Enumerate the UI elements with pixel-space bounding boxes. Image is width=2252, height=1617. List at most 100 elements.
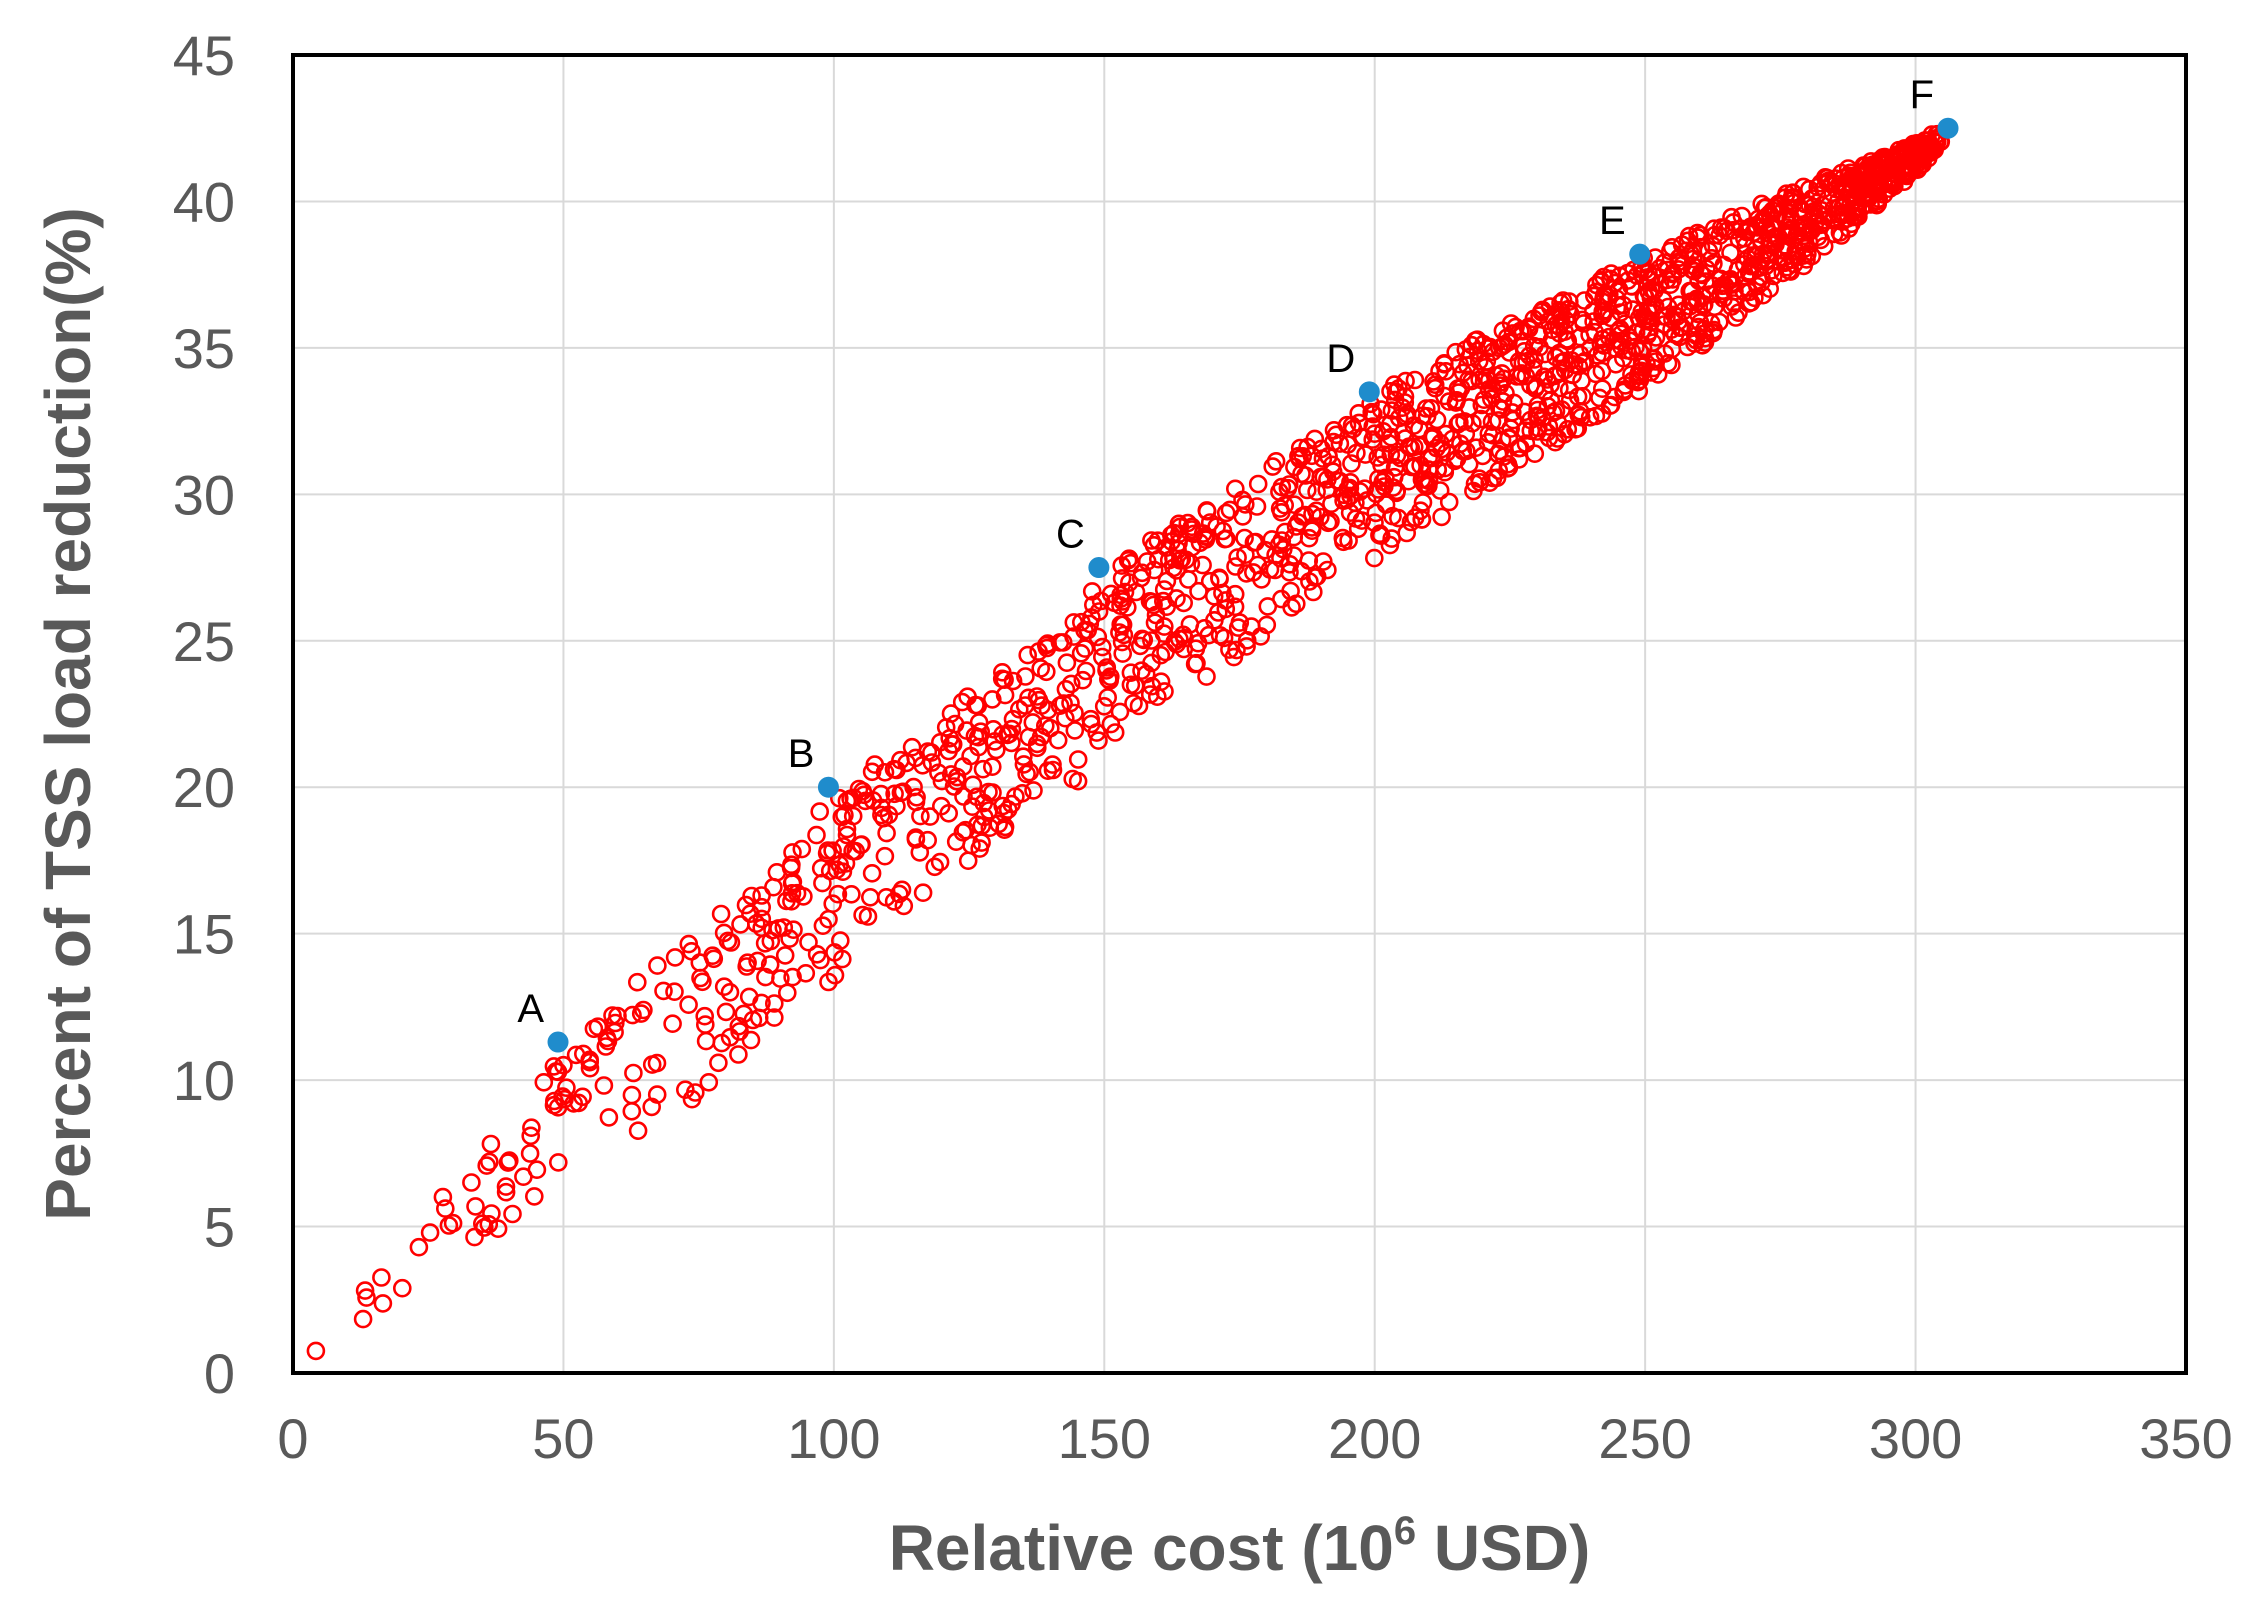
- scatter-point: [1225, 597, 1245, 617]
- scatter-point: [731, 915, 750, 934]
- scatter-point: [1280, 562, 1299, 582]
- scatter-point: [1111, 596, 1130, 616]
- scatter-point: [622, 1102, 642, 1121]
- scatter-point: [1227, 640, 1246, 660]
- y-tick-label: 5: [204, 1196, 235, 1259]
- scatter-point: [1376, 495, 1396, 514]
- scatter-point: [1356, 445, 1375, 464]
- y-tick-label: 30: [173, 463, 235, 526]
- scatter-point: [1000, 724, 1019, 744]
- scatter-point: [737, 957, 757, 976]
- scatter-point: [813, 916, 833, 936]
- scatter-point: [1685, 261, 1704, 281]
- scatter-point: [1755, 210, 1774, 230]
- scatter-point: [498, 1153, 518, 1172]
- scatter-point: [1482, 412, 1502, 432]
- scatter-point: [479, 1215, 499, 1234]
- scatter-point: [885, 784, 904, 804]
- scatter-point: [1185, 654, 1205, 674]
- scatter-point: [663, 1014, 682, 1034]
- scatter-point: [631, 1004, 651, 1023]
- point-label-d: D: [1326, 337, 1355, 381]
- scatter-point: [1181, 554, 1201, 573]
- scatter-point: [1278, 478, 1298, 498]
- scatter-point: [811, 858, 831, 878]
- scatter-point: [1101, 584, 1121, 604]
- scatter-point: [918, 830, 938, 850]
- scatter-point: [1038, 761, 1058, 781]
- scatter-point: [1510, 321, 1530, 341]
- highlight-point-c: [1088, 557, 1110, 579]
- scatter-point: [1391, 448, 1410, 468]
- scatter-point: [1097, 661, 1116, 680]
- x-tick-label: 200: [1328, 1407, 1421, 1470]
- scatter-point: [871, 784, 891, 804]
- scatter-point: [709, 1053, 728, 1073]
- scatter-point: [1381, 445, 1401, 464]
- scatter-point: [1405, 456, 1424, 476]
- scatter-point: [685, 1083, 705, 1102]
- scatter-point: [642, 1055, 662, 1074]
- scatter-point: [628, 1121, 648, 1140]
- scatter-point: [777, 983, 797, 1003]
- scatter-point: [1553, 291, 1573, 310]
- scatter-point: [1182, 517, 1202, 537]
- scatter-point: [1290, 438, 1310, 458]
- scatter-point: [1262, 530, 1282, 549]
- scatter-point: [1511, 438, 1530, 458]
- scatter-point: [1210, 626, 1230, 645]
- scatter-point: [1242, 617, 1261, 636]
- scatter-point: [986, 740, 1006, 760]
- scatter-point: [1386, 382, 1406, 402]
- scatter-point: [1226, 557, 1245, 576]
- scatter-point: [879, 805, 899, 825]
- scatter-point: [1220, 640, 1239, 659]
- scatter-point: [729, 1045, 748, 1064]
- scatter-point: [720, 982, 740, 1002]
- scatter-point: [1093, 637, 1112, 657]
- scatter-point: [941, 704, 961, 723]
- scatter-point: [1663, 270, 1682, 289]
- scatter-point: [947, 767, 967, 787]
- scatter-point: [836, 854, 856, 873]
- scatter-point: [862, 863, 882, 883]
- scatter-point: [1437, 443, 1456, 462]
- scatter-point: [1362, 402, 1381, 422]
- y-tick-label: 40: [173, 170, 235, 233]
- scatter-point: [1803, 197, 1823, 217]
- scatter-point: [1439, 492, 1459, 512]
- scatter-point: [1078, 620, 1097, 640]
- scatter-point: [1453, 363, 1473, 383]
- scatter-points: [306, 124, 1951, 1361]
- scatter-point: [1637, 354, 1656, 373]
- scatter-point: [1655, 344, 1675, 363]
- scatter-point: [1688, 223, 1707, 243]
- scatter-point: [1189, 581, 1208, 601]
- scatter-point: [598, 1031, 618, 1051]
- scatter-point: [1065, 721, 1085, 740]
- scatter-point: [1802, 189, 1822, 208]
- scatter-point: [1272, 531, 1292, 550]
- grid-lines: [293, 55, 2186, 1373]
- scatter-point: [752, 886, 771, 905]
- scatter-point: [679, 934, 699, 954]
- x-axis-title: Relative cost (106 USD): [889, 1509, 1591, 1584]
- y-tick-label: 0: [204, 1342, 235, 1405]
- scatter-point: [1483, 425, 1503, 445]
- scatter-point: [721, 933, 741, 952]
- scatter-point: [481, 1134, 501, 1154]
- scatter-point: [982, 757, 1002, 777]
- scatter-point: [1134, 630, 1154, 650]
- scatter-point: [807, 944, 827, 964]
- scatter-point: [1151, 672, 1171, 692]
- scatter-point: [1839, 184, 1858, 204]
- scatter-point: [1457, 441, 1476, 461]
- scatter-point: [913, 755, 932, 775]
- scatter-point: [1544, 366, 1564, 386]
- scatter-point: [1372, 455, 1391, 475]
- scatter-point: [1155, 617, 1174, 636]
- scatter-point: [823, 894, 843, 914]
- scatter-point: [1419, 448, 1438, 468]
- scatter-point: [1764, 266, 1783, 286]
- scatter-point: [544, 1057, 564, 1076]
